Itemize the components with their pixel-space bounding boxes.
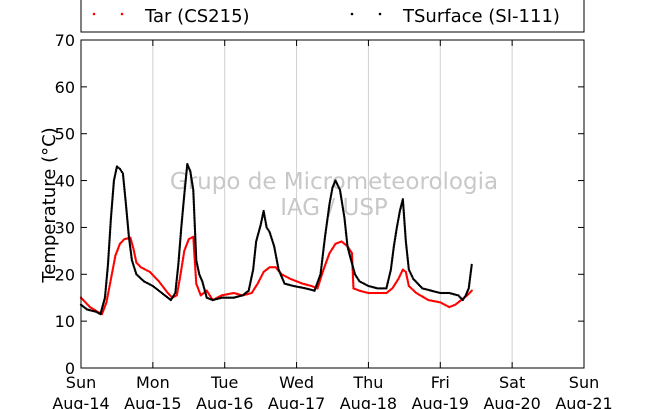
data-point [470, 263, 473, 267]
legend-label-tar: Tar (CS215) [144, 6, 250, 27]
watermark: Grupo de Micrometeorologia IAG / USP [170, 169, 498, 221]
x-tick-label-day: Sun [569, 373, 599, 392]
legend-entry-tar: Tar (CS215) [92, 6, 250, 27]
data-point [220, 296, 223, 299]
y-tick-label: 50 [55, 125, 75, 144]
x-tick-label-date: Aug-19 [412, 394, 469, 409]
legend: Tar (CS215) TSurface (SI-111) [80, 0, 585, 33]
y-tick-label: 20 [55, 265, 75, 284]
data-point [223, 296, 227, 299]
grid-lines [152, 40, 513, 368]
x-tick-label-day: Sat [499, 373, 525, 392]
x-tick-label-date: Aug-16 [196, 394, 253, 409]
data-point [402, 206, 405, 209]
series-layer [79, 163, 473, 316]
x-tick-label-day: Mon [136, 373, 170, 392]
y-tick-label: 40 [55, 172, 75, 191]
data-point [225, 296, 229, 299]
data-point [403, 222, 406, 225]
y-tick-label: 60 [55, 78, 75, 97]
legend-marker-tar [120, 12, 124, 16]
x-tick-label-day: Wed [279, 373, 314, 392]
x-tick-label-day: Sun [66, 373, 96, 392]
legend-box [80, 0, 585, 33]
x-tick-label-date: Aug-14 [52, 394, 109, 409]
y-tick-label: 0 [65, 359, 75, 378]
legend-label-tsurface: TSurface (SI-111) [402, 6, 560, 27]
plot-frame [80, 39, 585, 369]
x-tick-label-day: Tue [210, 373, 238, 392]
legend-entry-tsurface: TSurface (SI-111) [350, 6, 560, 27]
legend-marker-tsurface [378, 12, 382, 16]
series-tsurface [79, 163, 473, 316]
x-tick-label-date: Aug-21 [555, 394, 612, 409]
watermark-line-2: IAG / USP [280, 195, 388, 221]
x-tick-label-date: Aug-15 [124, 394, 181, 409]
x-tick-label-date: Aug-18 [340, 394, 397, 409]
y-tick-label: 30 [55, 218, 75, 237]
y-tick-label: 10 [55, 312, 75, 331]
x-tick-label-date: Aug-17 [268, 394, 325, 409]
x-axis: Sun Aug-14 Mon Aug-15 Tue Aug-16 Wed Aug-17 Thu A… [52, 40, 613, 409]
legend-marker-tar [92, 12, 96, 16]
series-tar [79, 235, 473, 316]
x-tick-label-day: Fri [431, 373, 450, 392]
x-tick-label-day: Thu [352, 373, 383, 392]
y-tick-label: 70 [55, 31, 75, 50]
data-point [230, 296, 234, 299]
y-axis: 0 10 20 30 40 50 60 70 [55, 31, 584, 378]
data-point [229, 296, 232, 299]
data-point [222, 296, 225, 299]
data-point [404, 238, 407, 242]
x-tick-label-date: Aug-20 [483, 394, 540, 409]
y-axis-label: Temperature (°C) [39, 127, 60, 283]
data-point [227, 296, 230, 299]
legend-marker-tsurface [350, 12, 354, 16]
data-point [470, 289, 473, 292]
